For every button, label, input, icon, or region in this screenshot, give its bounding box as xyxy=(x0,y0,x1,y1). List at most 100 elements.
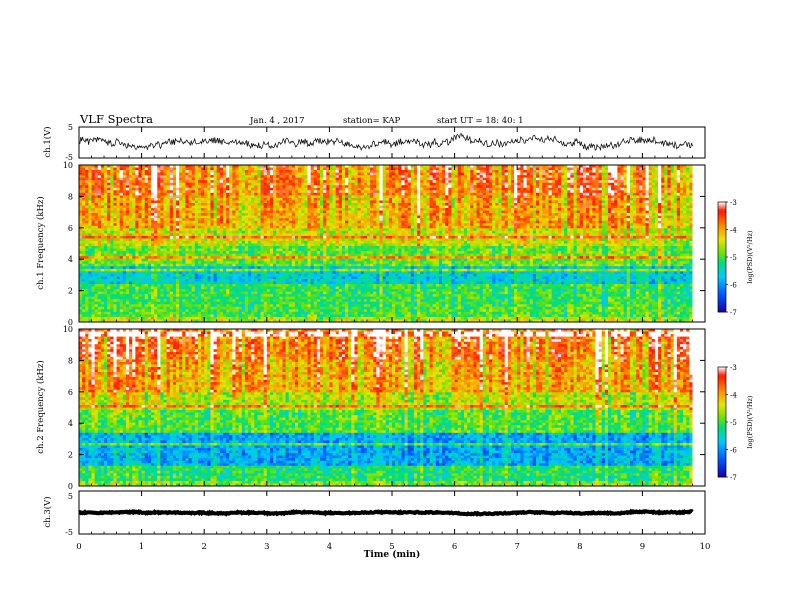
spectrogram-cell xyxy=(373,168,377,171)
spectrogram-cell xyxy=(605,168,609,171)
spectrogram-cell xyxy=(307,175,311,178)
spectrogram-cell xyxy=(523,170,527,173)
spectrogram-cell xyxy=(239,170,243,173)
spectrogram-cell xyxy=(182,173,186,176)
spectrogram-cell xyxy=(646,175,650,178)
spectrogram-cell xyxy=(367,178,371,181)
spectrogram-cell xyxy=(79,175,83,178)
spectrogram-cell xyxy=(98,168,102,171)
spectrogram-cell xyxy=(342,185,346,188)
spectrogram-cell xyxy=(185,180,189,183)
spectrogram-cell xyxy=(364,183,368,186)
spectrogram-cell xyxy=(113,183,117,186)
spectrogram-cell xyxy=(261,180,265,183)
spectrogram-cell xyxy=(467,183,471,186)
spectrogram-cell xyxy=(545,168,549,171)
spectrogram-cell xyxy=(217,178,221,181)
spectrogram-cell xyxy=(439,183,443,186)
spectrogram-cell xyxy=(88,178,92,181)
spectrogram-cell xyxy=(611,180,615,183)
spectrogram-cell xyxy=(85,180,89,183)
spectrogram-cell xyxy=(386,175,390,178)
spectrogram-cell xyxy=(151,180,155,183)
spectrogram-cell xyxy=(542,183,546,186)
spectrogram-cell xyxy=(210,183,214,186)
spectrogram-cell xyxy=(229,185,233,188)
spectrogram-cell xyxy=(483,173,487,176)
spectrogram-cell xyxy=(217,173,221,176)
spectrogram-cell xyxy=(508,178,512,181)
spectrogram-cell xyxy=(602,178,606,181)
spectrogram-cell xyxy=(301,175,305,178)
spectrogram-cell xyxy=(583,180,587,183)
spectrogram-cell xyxy=(282,185,286,188)
spectrogram-cell xyxy=(101,168,105,171)
spectrogram-cell xyxy=(502,175,506,178)
spectrogram-cell xyxy=(336,168,340,171)
spectrogram-cell xyxy=(483,178,487,181)
spectrogram-cell xyxy=(370,185,374,188)
spectrogram-cell xyxy=(351,178,355,181)
spectrogram-cell xyxy=(376,173,380,176)
spectrogram-cell xyxy=(138,175,142,178)
spectrogram-cell xyxy=(242,178,246,181)
spectrogram-cell xyxy=(292,185,296,188)
spectrogram-cell xyxy=(439,175,443,178)
spectrogram-cell xyxy=(542,170,546,173)
spectrogram-cell xyxy=(154,178,158,181)
spectrogram-cell xyxy=(539,175,543,178)
spectrogram-cell xyxy=(611,173,615,176)
spectrogram-cell xyxy=(289,173,293,176)
spectrogram-cell xyxy=(614,180,618,183)
spectrogram-cell xyxy=(445,173,449,176)
spectrogram-cell xyxy=(617,170,621,173)
spectrogram-cell xyxy=(455,170,459,173)
spectrogram-cell xyxy=(480,173,484,176)
spectrogram-cell xyxy=(151,168,155,171)
spectrogram-cell xyxy=(358,173,362,176)
spectrogram-cell xyxy=(580,170,584,173)
spectrogram-cell xyxy=(339,175,343,178)
spectrogram-cell xyxy=(633,185,637,188)
spectrogram-cell xyxy=(599,183,603,186)
spectrogram-cell xyxy=(245,180,249,183)
spectrogram-cell xyxy=(680,178,684,181)
spectrogram-cell xyxy=(430,168,434,171)
spectrogram-cell xyxy=(104,173,108,176)
spectrogram-cell xyxy=(492,168,496,171)
spectrogram-cell xyxy=(527,175,531,178)
spectrogram-cell xyxy=(671,168,675,171)
spectrogram-cell xyxy=(314,175,318,178)
spectrogram-cell xyxy=(364,185,368,188)
spectrogram-cell xyxy=(295,178,299,181)
spectrogram-cell xyxy=(655,170,659,173)
spectrogram-cell xyxy=(602,168,606,171)
spectrogram-cell xyxy=(539,170,543,173)
spectrogram-cell xyxy=(95,173,99,176)
spectrogram-cell xyxy=(267,173,271,176)
date-label: Jan. 4 , 2017 xyxy=(249,116,305,126)
spectrogram-cell xyxy=(627,175,631,178)
spectrogram-cell xyxy=(323,183,327,186)
spectrogram-cell xyxy=(620,185,624,188)
spectrogram-cell xyxy=(304,168,308,171)
spectrogram-cell xyxy=(85,168,89,171)
spectrogram-cell xyxy=(207,183,211,186)
spectrogram-cell xyxy=(508,183,512,186)
spectrogram-cell xyxy=(107,183,111,186)
spectrogram-cell xyxy=(530,175,534,178)
spectrogram-cell xyxy=(677,173,681,176)
spectrogram-cell xyxy=(185,178,189,181)
spectrogram-cell xyxy=(223,175,227,178)
spectrogram-cell xyxy=(264,185,268,188)
spectrogram-cell xyxy=(273,183,277,186)
spectrogram-cell xyxy=(151,178,155,181)
spectrogram-cell xyxy=(98,173,102,176)
spectrogram-cell xyxy=(373,183,377,186)
spectrogram-cell xyxy=(599,180,603,183)
spectrogram-cell xyxy=(98,170,102,173)
spectrogram-cell xyxy=(536,180,540,183)
spectrogram-cell xyxy=(508,168,512,171)
spectrogram-cell xyxy=(445,175,449,178)
spectrogram-cell xyxy=(611,175,615,178)
